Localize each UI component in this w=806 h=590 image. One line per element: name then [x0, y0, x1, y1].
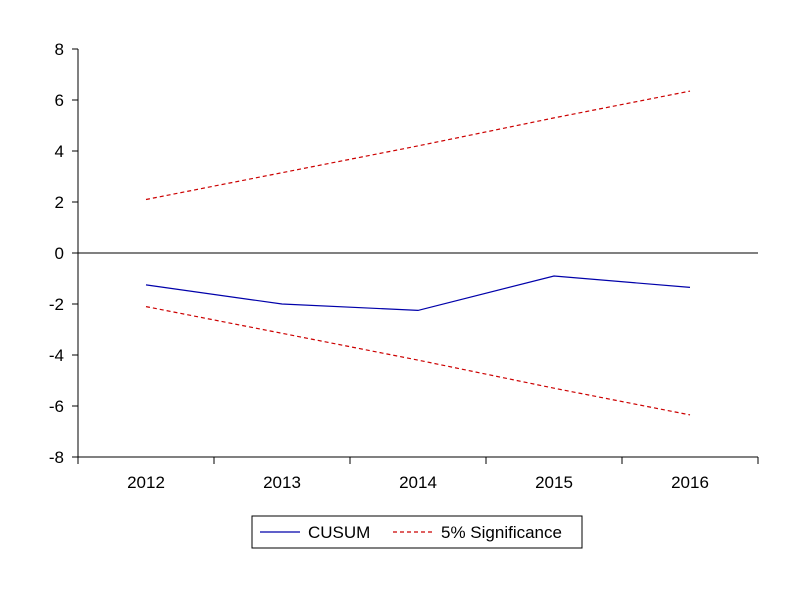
x-tick-label: 2016 [671, 473, 709, 492]
y-tick-label: -8 [49, 448, 64, 467]
y-tick-label: -2 [49, 295, 64, 314]
series-line-cusum [145, 275, 691, 312]
axes: 8 6 4 2 0 -2 -4 -6 -8 2012 2013 2014 2015 2016 [49, 40, 759, 492]
legend-label-cusum: CUSUM [308, 523, 370, 542]
y-tick-label: 0 [55, 244, 64, 263]
y-tick-label: 6 [55, 91, 64, 110]
x-tick-label: 2013 [263, 473, 301, 492]
legend: CUSUM 5% Significance [251, 515, 583, 549]
y-tick-label: -4 [49, 346, 64, 365]
legend-label-significance: 5% Significance [441, 523, 562, 542]
series-line-upper-bound [145, 90, 691, 201]
y-tick-label: 8 [55, 40, 64, 59]
y-tick-label: -6 [49, 397, 64, 416]
x-tick-label: 2015 [535, 473, 573, 492]
series-layer [145, 90, 691, 416]
series-line-lower-bound [145, 306, 691, 416]
y-tick-label: 2 [55, 193, 64, 212]
y-tick-label: 4 [55, 142, 64, 161]
x-tick-label: 2014 [399, 473, 437, 492]
x-tick-label: 2012 [127, 473, 165, 492]
